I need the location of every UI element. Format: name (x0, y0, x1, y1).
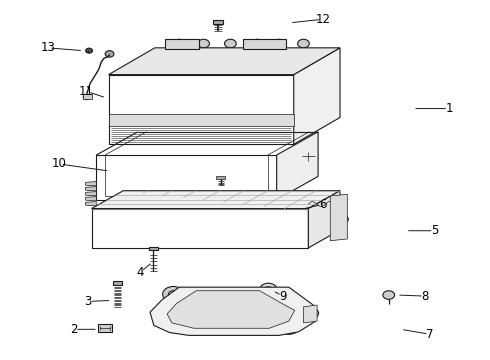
Circle shape (224, 39, 236, 48)
Circle shape (86, 48, 93, 53)
Circle shape (169, 291, 178, 298)
Polygon shape (109, 48, 340, 75)
Text: 12: 12 (316, 13, 330, 26)
Circle shape (297, 39, 309, 48)
Polygon shape (216, 176, 225, 179)
Circle shape (163, 287, 184, 302)
Circle shape (273, 39, 285, 48)
Polygon shape (149, 247, 158, 250)
Circle shape (173, 39, 185, 48)
Circle shape (251, 39, 263, 48)
Circle shape (337, 215, 348, 224)
Polygon shape (113, 281, 122, 285)
Text: 3: 3 (84, 295, 92, 308)
Polygon shape (294, 48, 340, 144)
Polygon shape (308, 191, 340, 248)
Circle shape (303, 307, 318, 319)
Circle shape (278, 319, 299, 334)
Text: 5: 5 (431, 224, 439, 237)
Text: 10: 10 (51, 157, 66, 170)
Text: 6: 6 (319, 198, 327, 211)
Polygon shape (92, 208, 308, 248)
Circle shape (260, 283, 277, 296)
Circle shape (302, 152, 315, 161)
Polygon shape (150, 287, 316, 336)
Polygon shape (167, 291, 294, 328)
Text: 2: 2 (70, 323, 77, 336)
Ellipse shape (204, 310, 238, 322)
Polygon shape (86, 202, 96, 206)
Polygon shape (303, 305, 317, 323)
Polygon shape (277, 132, 318, 200)
Ellipse shape (207, 195, 234, 203)
Polygon shape (330, 194, 347, 241)
Text: 8: 8 (421, 289, 429, 303)
Polygon shape (109, 114, 294, 126)
Text: 4: 4 (137, 266, 144, 279)
Ellipse shape (149, 194, 175, 202)
Polygon shape (92, 191, 340, 208)
Circle shape (198, 39, 209, 48)
Circle shape (284, 323, 294, 330)
Circle shape (383, 291, 394, 299)
Text: 7: 7 (426, 328, 434, 341)
Text: 9: 9 (279, 289, 287, 303)
Polygon shape (86, 186, 96, 191)
Text: 13: 13 (40, 41, 55, 54)
Polygon shape (86, 192, 96, 196)
Polygon shape (83, 94, 92, 99)
Polygon shape (86, 197, 96, 201)
Polygon shape (86, 181, 96, 186)
Polygon shape (243, 39, 287, 49)
Text: 11: 11 (79, 85, 94, 98)
Circle shape (265, 287, 272, 293)
Polygon shape (97, 155, 277, 200)
Polygon shape (165, 39, 199, 49)
Polygon shape (109, 75, 294, 144)
Text: 1: 1 (446, 102, 453, 115)
Polygon shape (213, 20, 223, 23)
Polygon shape (98, 324, 113, 332)
Circle shape (105, 51, 114, 57)
Circle shape (83, 95, 90, 100)
